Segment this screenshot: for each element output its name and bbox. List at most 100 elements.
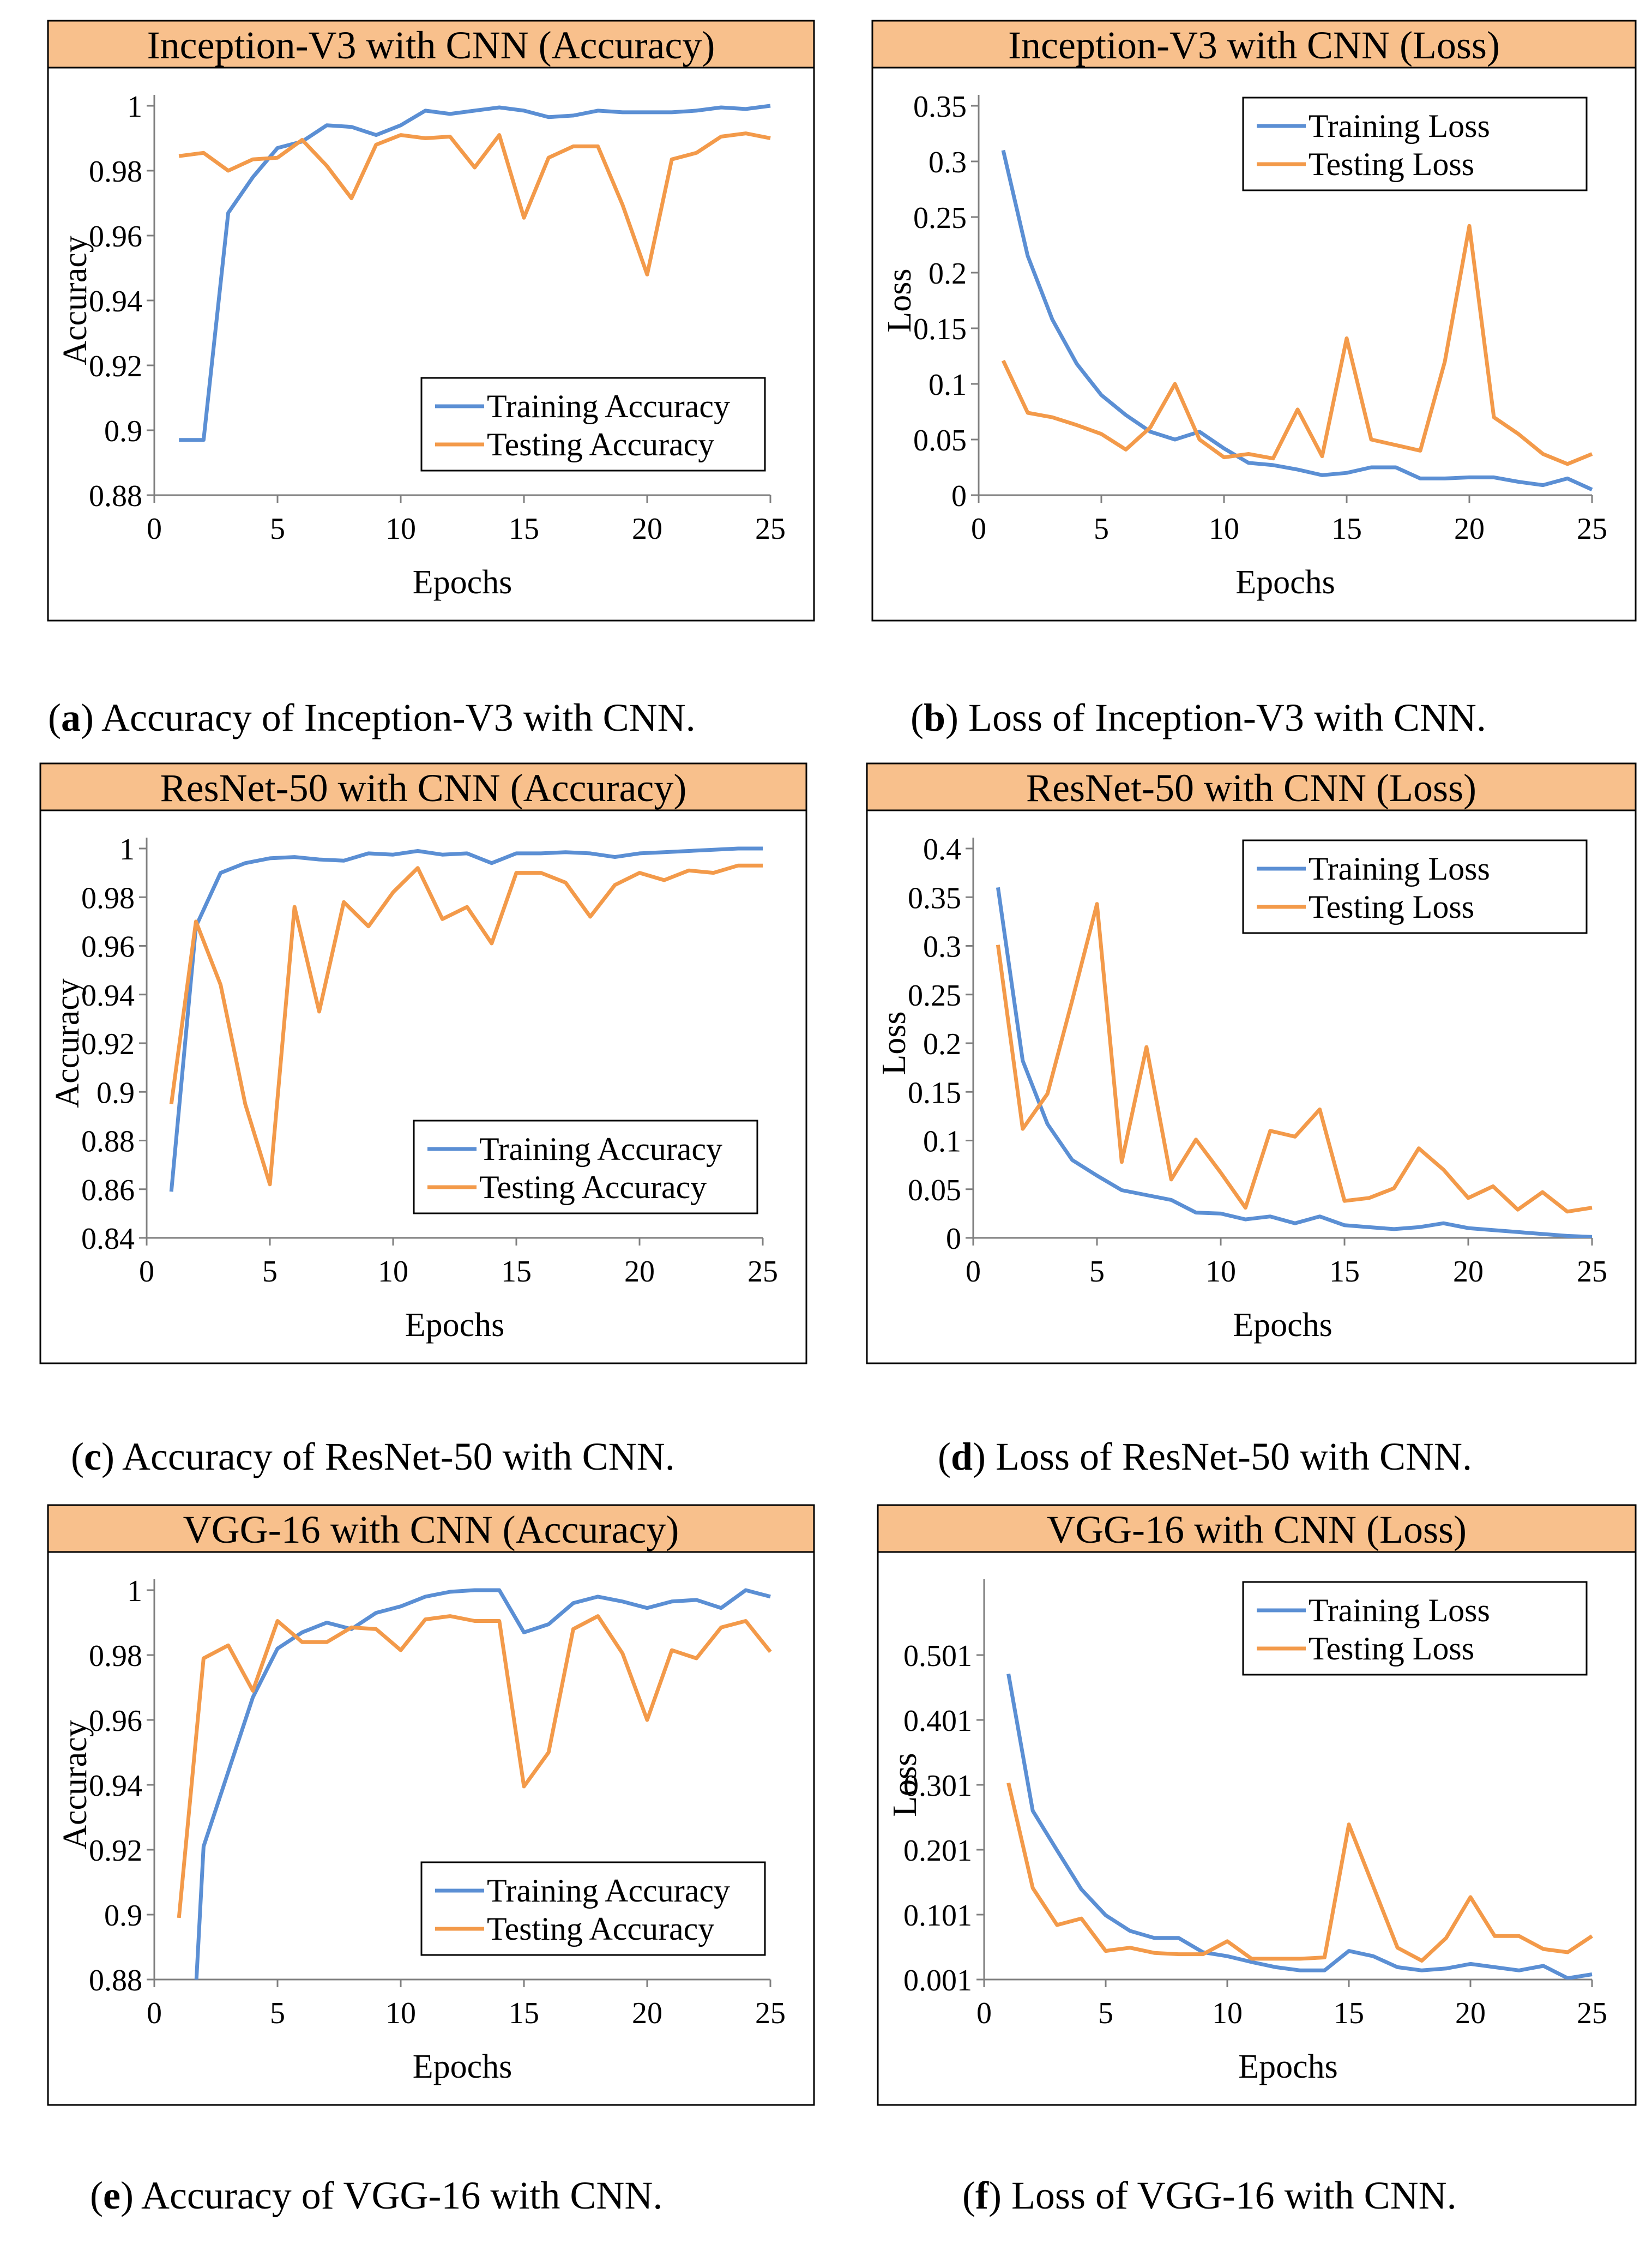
series-line-training bbox=[1001, 149, 1593, 491]
legend-label: Training Accuracy bbox=[487, 1873, 730, 1909]
legend-box bbox=[420, 1861, 766, 1956]
chart-title: ResNet-50 with CNN (Loss) bbox=[1026, 766, 1476, 810]
y-tick-label: 0.9 bbox=[97, 1076, 135, 1110]
x-tick-label: 5 bbox=[1094, 512, 1109, 546]
y-tick-label: 0.101 bbox=[903, 1899, 972, 1933]
x-tick-label: 10 bbox=[1209, 512, 1239, 546]
x-tick-label: 20 bbox=[632, 512, 662, 546]
legend-box bbox=[1242, 97, 1588, 191]
x-tick-label: 5 bbox=[270, 512, 285, 546]
x-tick-label: 20 bbox=[1455, 1996, 1486, 2030]
series-line-testing bbox=[1006, 1782, 1593, 1963]
y-tick-label: 0.301 bbox=[903, 1769, 972, 1803]
series-line-training bbox=[1006, 1673, 1593, 1980]
chart-title-bar bbox=[47, 1504, 815, 1553]
legend-label: Testing Loss bbox=[1309, 1631, 1474, 1667]
x-tick-label: 15 bbox=[1329, 1255, 1360, 1289]
series-line-testing bbox=[169, 863, 763, 1187]
caption-a: (a) Accuracy of Inception-V3 with CNN. bbox=[48, 696, 696, 739]
x-tick-label: 0 bbox=[147, 1996, 162, 2030]
x-tick-label: 15 bbox=[509, 1996, 539, 2030]
y-tick-label: 0.201 bbox=[903, 1834, 972, 1868]
x-axis-label: Epochs bbox=[1235, 564, 1335, 601]
legend-box bbox=[1242, 839, 1588, 934]
x-tick-label: 0 bbox=[966, 1255, 981, 1289]
y-tick-label: 0.35 bbox=[908, 881, 961, 915]
caption-label: a bbox=[61, 696, 81, 739]
y-tick-label: 0.3 bbox=[929, 146, 967, 179]
y-tick-label: 0 bbox=[946, 1222, 961, 1256]
y-tick-label: 0.92 bbox=[89, 350, 142, 383]
caption-d: (d) Loss of ResNet-50 with CNN. bbox=[938, 1435, 1472, 1478]
legend-label: Testing Loss bbox=[1309, 146, 1474, 182]
chart-panel-c: ResNet-50 with CNN (Accuracy) 0.84 0.86 0.8… bbox=[39, 762, 807, 1364]
caption-text: Loss of VGG-16 with CNN. bbox=[1001, 2174, 1457, 2217]
legend-label: Training Loss bbox=[1309, 108, 1490, 144]
x-axis-label: Epochs bbox=[1238, 2048, 1338, 2085]
x-tick-label: 10 bbox=[385, 512, 416, 546]
y-axis-label: Loss bbox=[881, 268, 918, 332]
series-line-training bbox=[169, 846, 763, 1192]
x-tick-label: 5 bbox=[1098, 1996, 1113, 2030]
y-tick-label: 0.15 bbox=[908, 1076, 961, 1110]
chart-title: Inception-V3 with CNN (Accuracy) bbox=[147, 23, 715, 67]
series-line-testing bbox=[1001, 224, 1593, 466]
y-tick-label: 0.401 bbox=[903, 1704, 972, 1738]
x-tick-label: 5 bbox=[1089, 1255, 1105, 1289]
chart-title: VGG-16 with CNN (Loss) bbox=[1047, 1508, 1467, 1551]
x-tick-label: 20 bbox=[632, 1996, 662, 2030]
legend-label: Training Loss bbox=[1309, 851, 1490, 887]
chart-frame bbox=[47, 1551, 815, 2106]
x-tick-label: 0 bbox=[147, 512, 162, 546]
caption-c: (c) Accuracy of ResNet-50 with CNN. bbox=[71, 1435, 675, 1478]
chart-svg-c: ResNet-50 with CNN (Accuracy) 0.84 0.86 0.8… bbox=[39, 762, 807, 1364]
caption-e: (e) Accuracy of VGG-16 with CNN. bbox=[90, 2174, 663, 2217]
legend-label: Testing Accuracy bbox=[479, 1169, 707, 1205]
chart-title-bar bbox=[39, 762, 807, 811]
caption-label: b bbox=[923, 696, 946, 739]
x-tick-label: 5 bbox=[262, 1255, 278, 1289]
y-tick-label: 0.1 bbox=[929, 368, 967, 402]
x-tick-label: 15 bbox=[501, 1255, 532, 1289]
y-tick-label: 0.88 bbox=[81, 1125, 135, 1159]
y-tick-label: 0.92 bbox=[89, 1834, 142, 1868]
y-tick-label: 0.84 bbox=[81, 1222, 135, 1256]
legend-box bbox=[420, 377, 766, 472]
chart-title-bar bbox=[871, 20, 1637, 69]
y-tick-label: 0.1 bbox=[923, 1125, 961, 1159]
y-tick-label: 0.25 bbox=[913, 201, 967, 235]
chart-title-bar bbox=[866, 762, 1637, 811]
series-line-training bbox=[194, 1588, 771, 1980]
caption-text: Accuracy of VGG-16 with CNN. bbox=[133, 2174, 663, 2217]
chart-title-bar bbox=[877, 1504, 1637, 1553]
legend-box bbox=[413, 1120, 758, 1214]
caption-text: Accuracy of ResNet-50 with CNN. bbox=[114, 1435, 675, 1478]
legend-label: Testing Accuracy bbox=[487, 426, 714, 462]
y-tick-label: 0.96 bbox=[81, 930, 135, 964]
x-tick-label: 15 bbox=[509, 512, 539, 546]
x-tick-label: 20 bbox=[1454, 512, 1485, 546]
chart-frame bbox=[47, 67, 815, 622]
chart-title: VGG-16 with CNN (Accuracy) bbox=[183, 1508, 679, 1551]
x-tick-label: 20 bbox=[1453, 1255, 1484, 1289]
caption-text: Loss of ResNet-50 with CNN. bbox=[986, 1435, 1472, 1478]
chart-title: ResNet-50 with CNN (Accuracy) bbox=[160, 766, 687, 810]
chart-svg-d: ResNet-50 with CNN (Loss) 0 0.05 0.1 0.15 0.2… bbox=[866, 762, 1637, 1364]
y-tick-label: 1 bbox=[119, 833, 135, 867]
y-tick-label: 0.4 bbox=[923, 833, 961, 867]
x-axis-label: Epochs bbox=[405, 1307, 505, 1344]
chart-svg-a: Inception-V3 with CNN (Accuracy) 0.88 0.9 0… bbox=[47, 20, 815, 622]
x-tick-label: 15 bbox=[1334, 1996, 1364, 2030]
caption-text: Loss of Inception-V3 with CNN. bbox=[958, 696, 1486, 739]
caption-label: d bbox=[950, 1435, 973, 1478]
caption-label: e bbox=[103, 2174, 120, 2217]
y-tick-label: 0.98 bbox=[81, 881, 135, 915]
y-tick-label: 0.35 bbox=[913, 90, 967, 124]
x-tick-label: 0 bbox=[139, 1255, 154, 1289]
chart-svg-e: VGG-16 with CNN (Accuracy) 0.88 0.9 0.92 0.9… bbox=[47, 1504, 815, 2106]
chart-panel-f: VGG-16 with CNN (Loss) 0.001 0.101 0.201 0.3… bbox=[877, 1504, 1637, 2106]
